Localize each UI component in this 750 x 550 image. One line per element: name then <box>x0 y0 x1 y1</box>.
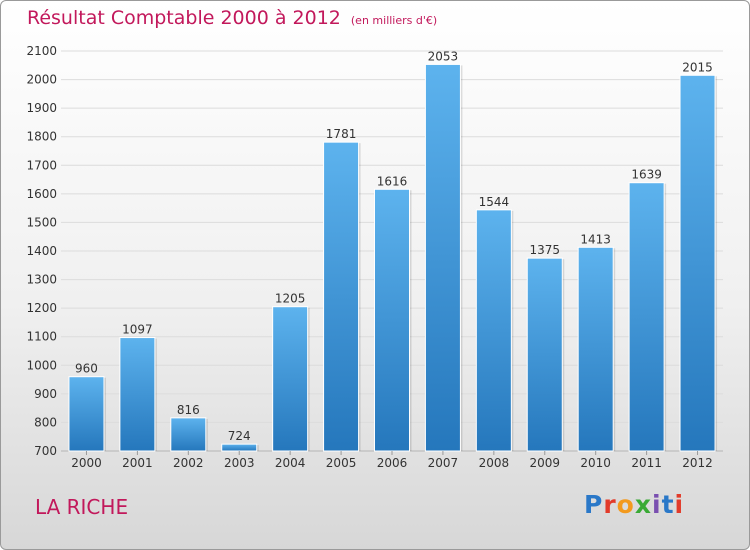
y-tick-label: 1300 <box>26 273 57 287</box>
bar-2004 <box>272 306 309 452</box>
bar-2007 <box>424 63 461 452</box>
bar-2002 <box>170 417 207 452</box>
x-tick-label: 2012 <box>682 456 713 470</box>
x-tick-label: 2004 <box>275 456 306 470</box>
y-tick-label: 1500 <box>26 215 57 229</box>
y-tick-label: 1700 <box>26 158 57 172</box>
bar-2001 <box>119 337 156 452</box>
y-tick-label: 1600 <box>26 187 57 201</box>
data-label-2007: 2053 <box>428 49 459 63</box>
y-tick-label: 900 <box>34 387 57 401</box>
bar-2009 <box>526 257 563 452</box>
bar-2005 <box>323 141 360 452</box>
chart-title: Résultat Comptable 2000 à 2012 (en millie… <box>27 7 437 29</box>
data-label-2005: 1781 <box>326 127 357 141</box>
x-tick-label: 2000 <box>71 456 102 470</box>
y-axis-ticks: 700 800 900 1000 1100 1200 1300 1400 1500 1600 170… <box>26 44 57 458</box>
data-label-2003: 724 <box>228 429 251 443</box>
y-tick-label: 1000 <box>26 358 57 372</box>
x-tick-label: 2007 <box>428 456 459 470</box>
x-tick-label: 2011 <box>631 456 662 470</box>
bar-2006 <box>374 188 410 452</box>
data-label-2006: 1616 <box>377 174 408 188</box>
bar-2000 <box>68 376 105 452</box>
data-label-2008: 1544 <box>479 195 510 209</box>
y-tick-label: 1800 <box>26 130 57 144</box>
y-tick-label: 800 <box>34 415 57 429</box>
bar-2003 <box>221 443 258 452</box>
y-tick-label: 1200 <box>26 301 57 315</box>
bar-2010 <box>577 246 614 452</box>
data-label-2002: 816 <box>177 403 200 417</box>
y-tick-label: 1400 <box>26 244 57 258</box>
proxiti-logo: Proxiti <box>584 490 685 519</box>
location-label: LA RICHE <box>35 495 129 519</box>
y-tick-label: 1900 <box>26 101 57 115</box>
x-tick-label: 2006 <box>377 456 408 470</box>
x-tick-label: 2001 <box>122 456 153 470</box>
data-label-2001: 1097 <box>122 323 153 337</box>
bar-2008 <box>475 209 512 452</box>
y-tick-label: 700 <box>34 444 57 458</box>
x-tick-label: 2003 <box>224 456 255 470</box>
y-tick-label: 2000 <box>26 73 57 87</box>
bar-2011 <box>628 182 665 452</box>
data-label-2010: 1413 <box>580 232 611 246</box>
data-label-2011: 1639 <box>631 168 662 182</box>
x-tick-label: 2005 <box>326 456 357 470</box>
data-label-2012: 2015 <box>682 60 713 74</box>
chart-unit-note: (en milliers d'€) <box>350 14 438 27</box>
x-tick-label: 2008 <box>479 456 510 470</box>
chart-title-text: Résultat Comptable 2000 à 2012 <box>27 7 341 29</box>
x-tick-label: 2009 <box>529 456 560 470</box>
bar-2012 <box>679 74 716 452</box>
data-labels: 960 1097 816 724 1205 1781 1616 2053 1544 1375 141… <box>75 49 713 443</box>
y-tick-label: 2100 <box>26 44 57 58</box>
data-label-2004: 1205 <box>275 292 306 306</box>
data-label-2000: 960 <box>75 362 98 376</box>
bars <box>68 63 718 452</box>
x-tick-label: 2010 <box>580 456 611 470</box>
x-axis-ticks: 2000 2001 2002 2003 2004 2005 2006 2007 2008 2009… <box>71 451 713 470</box>
y-tick-label: 1100 <box>26 330 57 344</box>
x-tick-label: 2002 <box>173 456 204 470</box>
data-label-2009: 1375 <box>529 243 560 257</box>
